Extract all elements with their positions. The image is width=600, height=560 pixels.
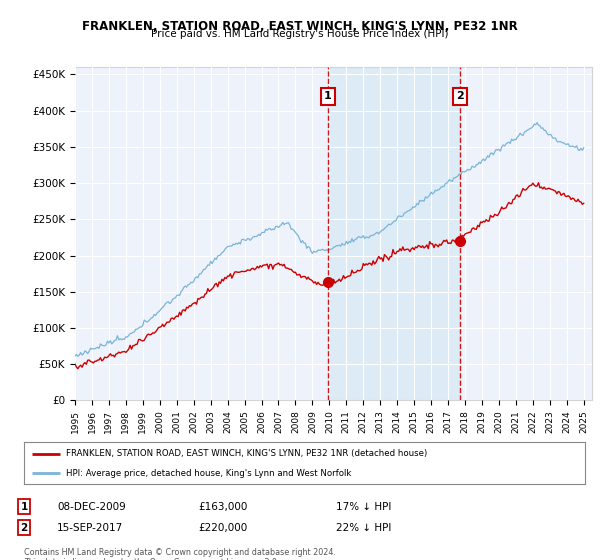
Text: HPI: Average price, detached house, King's Lynn and West Norfolk: HPI: Average price, detached house, King… <box>66 469 352 478</box>
Text: 15-SEP-2017: 15-SEP-2017 <box>57 522 123 533</box>
Bar <box>328 67 460 400</box>
Text: 1: 1 <box>324 91 332 101</box>
Text: 08-DEC-2009: 08-DEC-2009 <box>57 502 126 512</box>
Text: 17% ↓ HPI: 17% ↓ HPI <box>336 502 391 512</box>
Text: Price paid vs. HM Land Registry's House Price Index (HPI): Price paid vs. HM Land Registry's House … <box>151 29 449 39</box>
Text: 2: 2 <box>456 91 464 101</box>
Text: 1: 1 <box>20 502 28 512</box>
Text: £220,000: £220,000 <box>198 522 247 533</box>
Text: 22% ↓ HPI: 22% ↓ HPI <box>336 522 391 533</box>
Text: Contains HM Land Registry data © Crown copyright and database right 2024.
This d: Contains HM Land Registry data © Crown c… <box>24 548 336 560</box>
Text: FRANKLEN, STATION ROAD, EAST WINCH, KING'S LYNN, PE32 1NR: FRANKLEN, STATION ROAD, EAST WINCH, KING… <box>82 20 518 32</box>
Text: 2: 2 <box>20 522 28 533</box>
Text: FRANKLEN, STATION ROAD, EAST WINCH, KING'S LYNN, PE32 1NR (detached house): FRANKLEN, STATION ROAD, EAST WINCH, KING… <box>66 449 427 458</box>
Text: £163,000: £163,000 <box>198 502 247 512</box>
